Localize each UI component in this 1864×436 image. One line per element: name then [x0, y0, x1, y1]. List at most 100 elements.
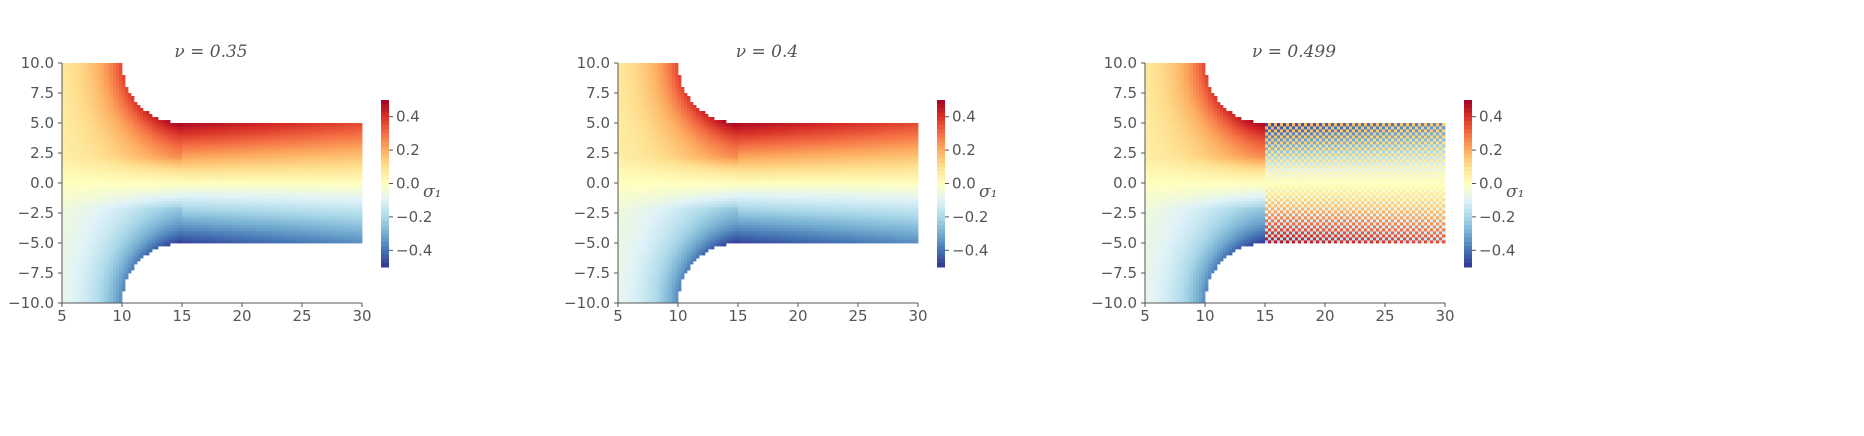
field-cell	[344, 234, 347, 237]
field-cell	[260, 216, 263, 219]
field-cell	[167, 201, 170, 204]
field-cell	[152, 246, 155, 249]
field-cell	[122, 180, 125, 183]
field-cell	[92, 162, 95, 165]
field-cell	[89, 222, 92, 225]
field-cell	[101, 237, 104, 240]
field-cell	[101, 153, 104, 156]
field-cell	[65, 198, 68, 201]
field-cell	[128, 99, 131, 102]
field-cell	[140, 162, 143, 165]
field-cell	[86, 63, 89, 66]
field-cell	[122, 159, 125, 162]
field-cell	[68, 255, 71, 258]
field-cell	[149, 240, 152, 243]
field-cell	[122, 255, 125, 258]
field-cell	[278, 198, 281, 201]
field-cell	[149, 204, 152, 207]
field-cell	[86, 243, 89, 246]
field-cell	[80, 153, 83, 156]
field-cell	[74, 114, 77, 117]
field-cell	[179, 198, 182, 201]
field-cell	[350, 174, 353, 177]
field-cell	[338, 216, 341, 219]
field-cell	[197, 237, 200, 240]
field-cell	[305, 144, 308, 147]
field-cell	[176, 150, 179, 153]
field-cell	[185, 225, 188, 228]
field-cell	[254, 207, 257, 210]
field-cell	[254, 138, 257, 141]
field-cell	[83, 84, 86, 87]
field-cell	[86, 162, 89, 165]
field-cell	[257, 231, 260, 234]
field-cell	[86, 195, 89, 198]
field-cell	[83, 150, 86, 153]
field-cell	[332, 219, 335, 222]
field-cell	[209, 156, 212, 159]
field-cell	[296, 150, 299, 153]
field-cell	[269, 240, 272, 243]
field-cell	[92, 183, 95, 186]
field-cell	[314, 123, 317, 126]
field-cell	[209, 225, 212, 228]
field-cell	[185, 207, 188, 210]
field-cell	[299, 204, 302, 207]
field-cell	[359, 147, 362, 150]
field-cell	[137, 240, 140, 243]
field-cell	[137, 219, 140, 222]
field-cell	[326, 225, 329, 228]
field-cell	[197, 222, 200, 225]
field-cell	[242, 123, 245, 126]
field-cell	[335, 150, 338, 153]
field-cell	[122, 276, 125, 279]
field-cell	[191, 147, 194, 150]
field-cell	[140, 114, 143, 117]
field-cell	[92, 102, 95, 105]
field-cell	[110, 288, 113, 291]
field-cell	[107, 81, 110, 84]
field-cell	[80, 111, 83, 114]
field-cell	[107, 126, 110, 129]
field-cell	[227, 240, 230, 243]
field-cell	[128, 105, 131, 108]
field-cell	[140, 117, 143, 120]
field-cell	[92, 168, 95, 171]
field-cell	[68, 141, 71, 144]
field-cell	[215, 156, 218, 159]
field-cell	[260, 147, 263, 150]
field-cell	[326, 132, 329, 135]
field-cell	[128, 261, 131, 264]
field-cell	[74, 180, 77, 183]
field-cell	[200, 147, 203, 150]
field-cell	[332, 189, 335, 192]
field-cell	[224, 207, 227, 210]
field-cell	[164, 204, 167, 207]
field-cell	[299, 189, 302, 192]
field-cell	[83, 171, 86, 174]
field-cell	[89, 153, 92, 156]
field-cell	[170, 162, 173, 165]
field-cell	[179, 165, 182, 168]
field-cell	[83, 201, 86, 204]
field-cell	[308, 219, 311, 222]
field-cell	[122, 183, 125, 186]
field-cell	[122, 126, 125, 129]
field-cell	[122, 213, 125, 216]
field-cell	[257, 141, 260, 144]
field-cell	[101, 240, 104, 243]
field-cell	[350, 159, 353, 162]
field-cell	[146, 159, 149, 162]
field-cell	[92, 264, 95, 267]
field-cell	[155, 183, 158, 186]
field-cell	[104, 126, 107, 129]
field-cell	[143, 168, 146, 171]
field-cell	[122, 207, 125, 210]
field-cell	[302, 192, 305, 195]
field-cell	[209, 174, 212, 177]
field-cell	[143, 138, 146, 141]
field-cell	[329, 147, 332, 150]
field-cell	[122, 162, 125, 165]
field-cell	[356, 207, 359, 210]
field-cell	[113, 150, 116, 153]
